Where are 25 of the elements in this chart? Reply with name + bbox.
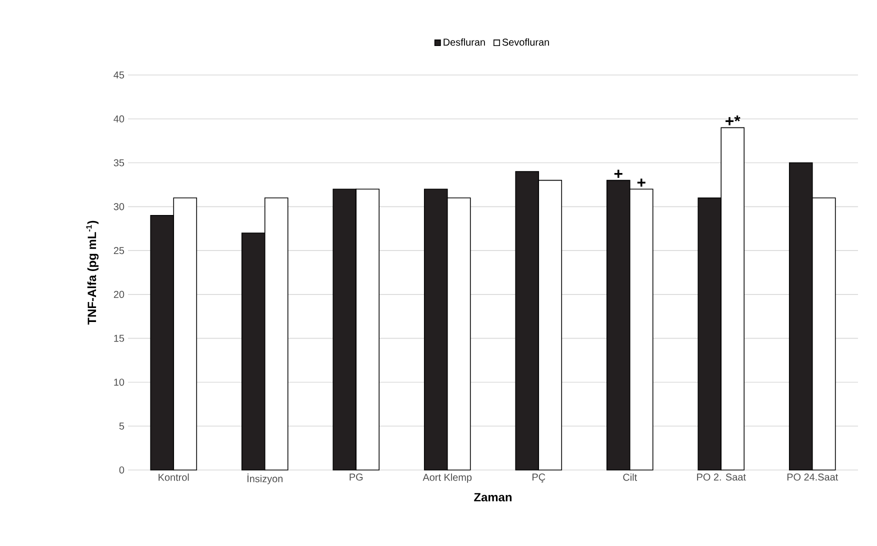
x-tick-label: PO 24.Saat (787, 474, 838, 481)
x-tick-label: Cilt (623, 474, 637, 481)
y-axis-title: TNF-Alfa (pg mL$^{-1}$) (86, 220, 99, 325)
y-tick-label: 40 (114, 115, 124, 122)
y-tick-label: 25 (114, 247, 124, 254)
annotation: + (614, 170, 622, 178)
y-tick-label: 5 (119, 422, 124, 430)
y-tick-label: 20 (114, 290, 124, 298)
annotation: +* (726, 116, 740, 126)
y-tick-label: 35 (114, 159, 124, 166)
x-axis-title: Zaman (474, 493, 512, 502)
x-tick-label: Kontrol (158, 474, 189, 481)
x-tick-label: PO 2. Saat (697, 474, 746, 481)
annotation: + (637, 178, 646, 187)
y-tick-label: 10 (114, 378, 124, 386)
y-tick-label: 15 (114, 334, 124, 342)
x-tick-label: İnsizyon (248, 474, 282, 484)
x-tick-label: Aort Klemp (422, 474, 472, 483)
x-tick-label: PÇ (532, 474, 546, 483)
x-tick-label: PG (350, 474, 363, 481)
legend-label: Desfluran (444, 38, 485, 46)
y-tick-label: 45 (114, 72, 124, 78)
y-tick-label: 0 (119, 466, 124, 474)
legend-label: Sevofluran (502, 38, 549, 46)
y-tick-label: 30 (114, 203, 124, 210)
